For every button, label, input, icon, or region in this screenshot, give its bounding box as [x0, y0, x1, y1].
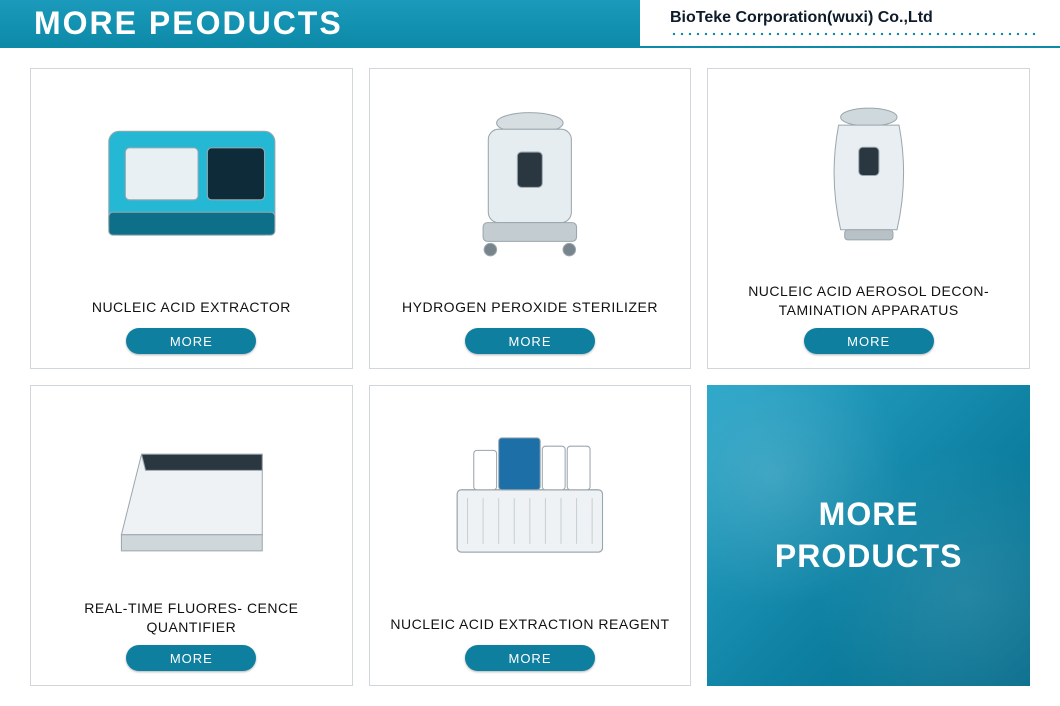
more-button[interactable]: MORE — [126, 328, 256, 354]
header-title-wrap: MORE PEODUCTS — [0, 0, 640, 46]
quantifier-icon — [88, 414, 296, 575]
reagent-icon — [426, 415, 634, 585]
more-button[interactable]: MORE — [465, 645, 595, 671]
promo-text: MORE PRODUCTS — [775, 494, 963, 577]
more-button[interactable]: MORE — [126, 645, 256, 671]
product-card: NUCLEIC ACID EXTRACTION REAGENT MORE — [369, 385, 692, 686]
product-title: REAL-TIME FLUORES- CENCE QUANTIFIER — [43, 595, 340, 645]
header-bar: MORE PEODUCTS BioTeke Corporation(wuxi) … — [0, 0, 1060, 48]
product-title: NUCLEIC ACID EXTRACTOR — [86, 290, 297, 328]
product-image-aerosol — [720, 77, 1017, 278]
aerosol-icon — [765, 97, 973, 258]
product-card: NUCLEIC ACID EXTRACTOR MORE — [30, 68, 353, 369]
product-title: NUCLEIC ACID EXTRACTION REAGENT — [384, 607, 675, 645]
header-title: MORE PEODUCTS — [34, 5, 343, 42]
dot-divider — [670, 31, 1040, 37]
sterilizer-icon — [426, 98, 634, 268]
product-card: REAL-TIME FLUORES- CENCE QUANTIFIER MORE — [30, 385, 353, 686]
product-title: HYDROGEN PEROXIDE STERILIZER — [396, 290, 664, 328]
product-card: HYDROGEN PEROXIDE STERILIZER MORE — [369, 68, 692, 369]
product-grid: NUCLEIC ACID EXTRACTOR MORE HYDROGEN PER… — [0, 48, 1060, 706]
product-image-extractor — [43, 77, 340, 290]
product-title: NUCLEIC ACID AEROSOL DECON- TAMINATION A… — [720, 278, 1017, 328]
more-button[interactable]: MORE — [804, 328, 934, 354]
header-company-block: BioTeke Corporation(wuxi) Co.,Ltd — [640, 0, 1060, 46]
product-card: NUCLEIC ACID AEROSOL DECON- TAMINATION A… — [707, 68, 1030, 369]
more-button[interactable]: MORE — [465, 328, 595, 354]
product-image-sterilizer — [382, 77, 679, 290]
company-name: BioTeke Corporation(wuxi) Co.,Ltd — [670, 9, 1040, 27]
more-products-promo[interactable]: MORE PRODUCTS — [707, 385, 1030, 686]
product-image-reagent — [382, 394, 679, 607]
extractor-icon — [88, 98, 296, 268]
product-image-quantifier — [43, 394, 340, 595]
